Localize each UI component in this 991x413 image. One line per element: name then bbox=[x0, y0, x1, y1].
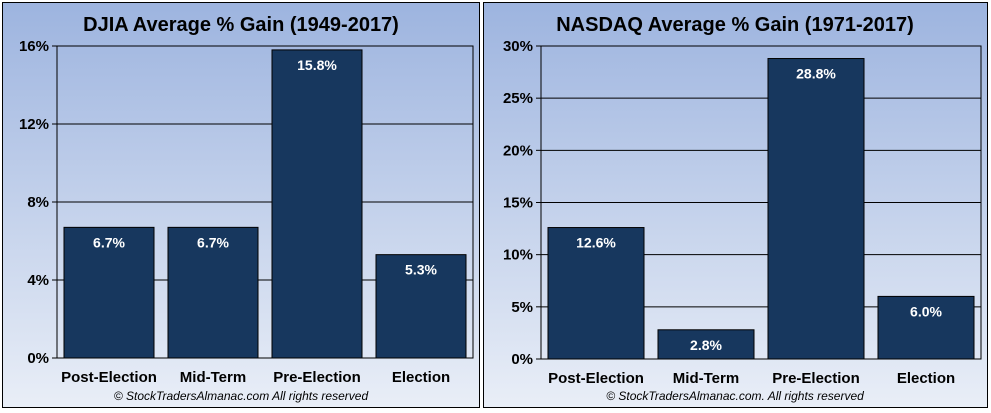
bar bbox=[167, 226, 259, 359]
bar-value-label: 6.0% bbox=[910, 303, 942, 319]
bar-value-label: 6.7% bbox=[197, 234, 229, 250]
y-tick-label: 30% bbox=[503, 38, 533, 55]
y-tick-label: 0% bbox=[511, 351, 533, 368]
chart-title: NASDAQ Average % Gain (1971-2017) bbox=[556, 14, 914, 36]
bar bbox=[767, 58, 865, 360]
y-tick-label: 16% bbox=[19, 38, 49, 55]
copyright-note: © StockTradersAlmanac.com. All rights re… bbox=[606, 389, 864, 403]
bar bbox=[657, 329, 755, 360]
x-axis-categories: Post-Election Mid-Term Pre-Election Electio… bbox=[548, 370, 955, 387]
nasdaq-chart: NASDAQ Average % Gain (1971-2017) 0% 5% 10… bbox=[503, 14, 982, 403]
bar-value-label: 15.8% bbox=[297, 57, 337, 73]
y-tick-label: 12% bbox=[19, 116, 49, 133]
bar-value-label: 5.3% bbox=[405, 262, 437, 278]
x-category-label: Post-Election bbox=[548, 370, 644, 387]
bar bbox=[375, 254, 467, 359]
y-tick-label: 8% bbox=[27, 194, 49, 211]
x-category-label: Election bbox=[897, 370, 955, 387]
y-tick-label: 20% bbox=[503, 142, 533, 159]
bar bbox=[271, 49, 363, 359]
y-tick-label: 25% bbox=[503, 90, 533, 107]
plot-area bbox=[540, 45, 982, 360]
y-tick-label: 4% bbox=[27, 272, 49, 289]
x-category-label: Mid-Term bbox=[673, 370, 739, 387]
x-category-label: Pre-Election bbox=[273, 369, 361, 386]
bar bbox=[877, 295, 975, 360]
djia-chart-panel: DJIA Average % Gain (1949-2017) 0% 4% 8% 12… bbox=[2, 2, 480, 408]
bars: 12.6% 2.8% 28.8% 6.0% bbox=[547, 58, 975, 360]
bar bbox=[547, 227, 645, 360]
x-category-label: Election bbox=[392, 369, 450, 386]
bar bbox=[63, 226, 155, 359]
y-tick-label: 10% bbox=[503, 247, 533, 264]
copyright-note: © StockTradersAlmanac.com All rights res… bbox=[114, 389, 369, 403]
chart-title: DJIA Average % Gain (1949-2017) bbox=[83, 14, 399, 36]
x-category-label: Pre-Election bbox=[772, 370, 860, 387]
y-axis-ticks: 0% 5% 10% 15% 20% 25% 30% bbox=[503, 38, 541, 368]
x-category-label: Mid-Term bbox=[180, 369, 246, 386]
y-tick-label: 5% bbox=[511, 299, 533, 316]
bars: 6.7% 6.7% 15.8% 5.3% bbox=[63, 49, 467, 359]
bar-value-label: 12.6% bbox=[576, 235, 616, 251]
x-category-label: Post-Election bbox=[61, 369, 157, 386]
nasdaq-chart-panel: NASDAQ Average % Gain (1971-2017) 0% 5% 10… bbox=[483, 2, 988, 408]
x-axis-categories: Post-Election Mid-Term Pre-Election Electio… bbox=[61, 369, 450, 386]
y-axis-ticks: 0% 4% 8% 12% 16% bbox=[19, 38, 57, 367]
bar-value-label: 28.8% bbox=[796, 66, 836, 82]
djia-chart: DJIA Average % Gain (1949-2017) 0% 4% 8% 12… bbox=[19, 14, 474, 403]
bar-value-label: 2.8% bbox=[690, 337, 722, 353]
y-tick-label: 15% bbox=[503, 195, 533, 212]
y-tick-label: 0% bbox=[27, 350, 49, 367]
bar-value-label: 6.7% bbox=[93, 234, 125, 250]
plot-area bbox=[56, 45, 474, 359]
